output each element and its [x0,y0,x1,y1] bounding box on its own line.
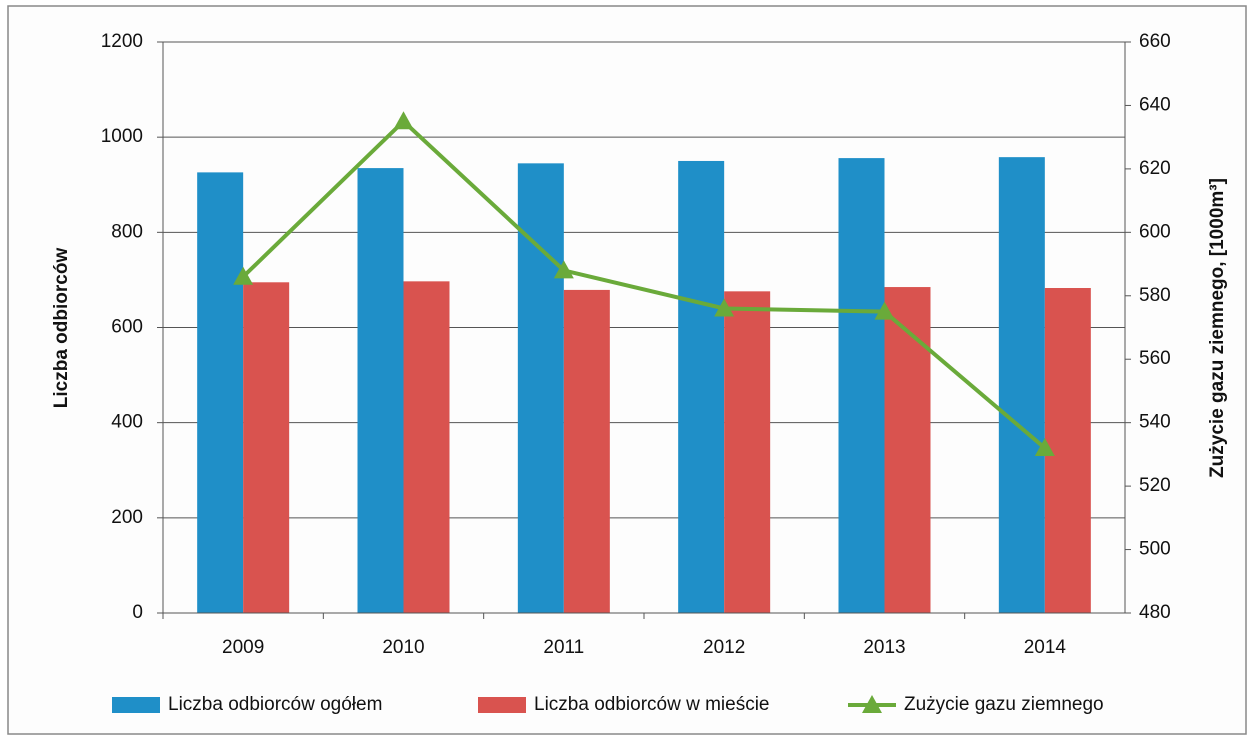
bar [838,158,885,613]
y2-tick-label: 480 [1139,602,1171,623]
legend-swatch [112,697,160,713]
line [241,118,1047,450]
line-marker [714,298,735,317]
line-marker [1034,438,1055,457]
y-tick-label: 800 [111,221,143,242]
x-tick-label: 2012 [703,637,745,658]
x-tick-label: 2014 [1024,637,1067,658]
line-marker [553,260,574,279]
legend-swatch [478,697,526,713]
y2-tick-label: 500 [1139,539,1171,560]
y-tick-label: 1200 [101,31,143,52]
legend-label: Liczba odbiorców ogółem [168,694,382,715]
line-marker [393,111,414,130]
y2-tick-label: 580 [1139,285,1171,306]
bar [517,163,564,613]
y2-axis-label: Zużycie gazu ziemnego, [1000m³] [1207,178,1228,478]
y-tick-label: 0 [132,602,143,623]
y-tick-label: 200 [111,507,143,528]
y2-tick-label: 620 [1139,158,1171,179]
legend-marker [862,695,882,713]
y2-tick-label: 560 [1139,348,1171,369]
y2-tick-label: 520 [1139,475,1171,496]
line-marker [233,266,254,285]
x-tick-label: 2010 [382,637,424,658]
legend-label: Zużycie gazu ziemnego [904,694,1104,715]
y2-tick-label: 600 [1139,221,1171,242]
y2-tick-label: 540 [1139,412,1171,433]
legend-label: Liczba odbiorców w mieście [534,694,770,715]
bar [678,160,725,614]
y-tick-label: 400 [111,412,143,433]
bar [724,291,771,613]
bar [884,287,931,613]
y-tick-label: 600 [111,317,143,338]
bar [1044,288,1091,613]
x-tick-label: 2011 [543,637,584,658]
y-axis-label: Liczba odbiorców [51,248,72,409]
x-tick-label: 2009 [222,637,264,658]
bar [243,282,290,613]
bar [998,157,1045,613]
y2-tick-label: 640 [1139,94,1171,115]
line-marker [874,301,895,320]
y2-tick-label: 660 [1139,31,1171,52]
bar [403,281,450,613]
bar [357,168,404,614]
bar [563,289,610,613]
y-tick-label: 1000 [101,126,143,147]
x-tick-label: 2013 [863,637,905,658]
bar [197,172,244,613]
